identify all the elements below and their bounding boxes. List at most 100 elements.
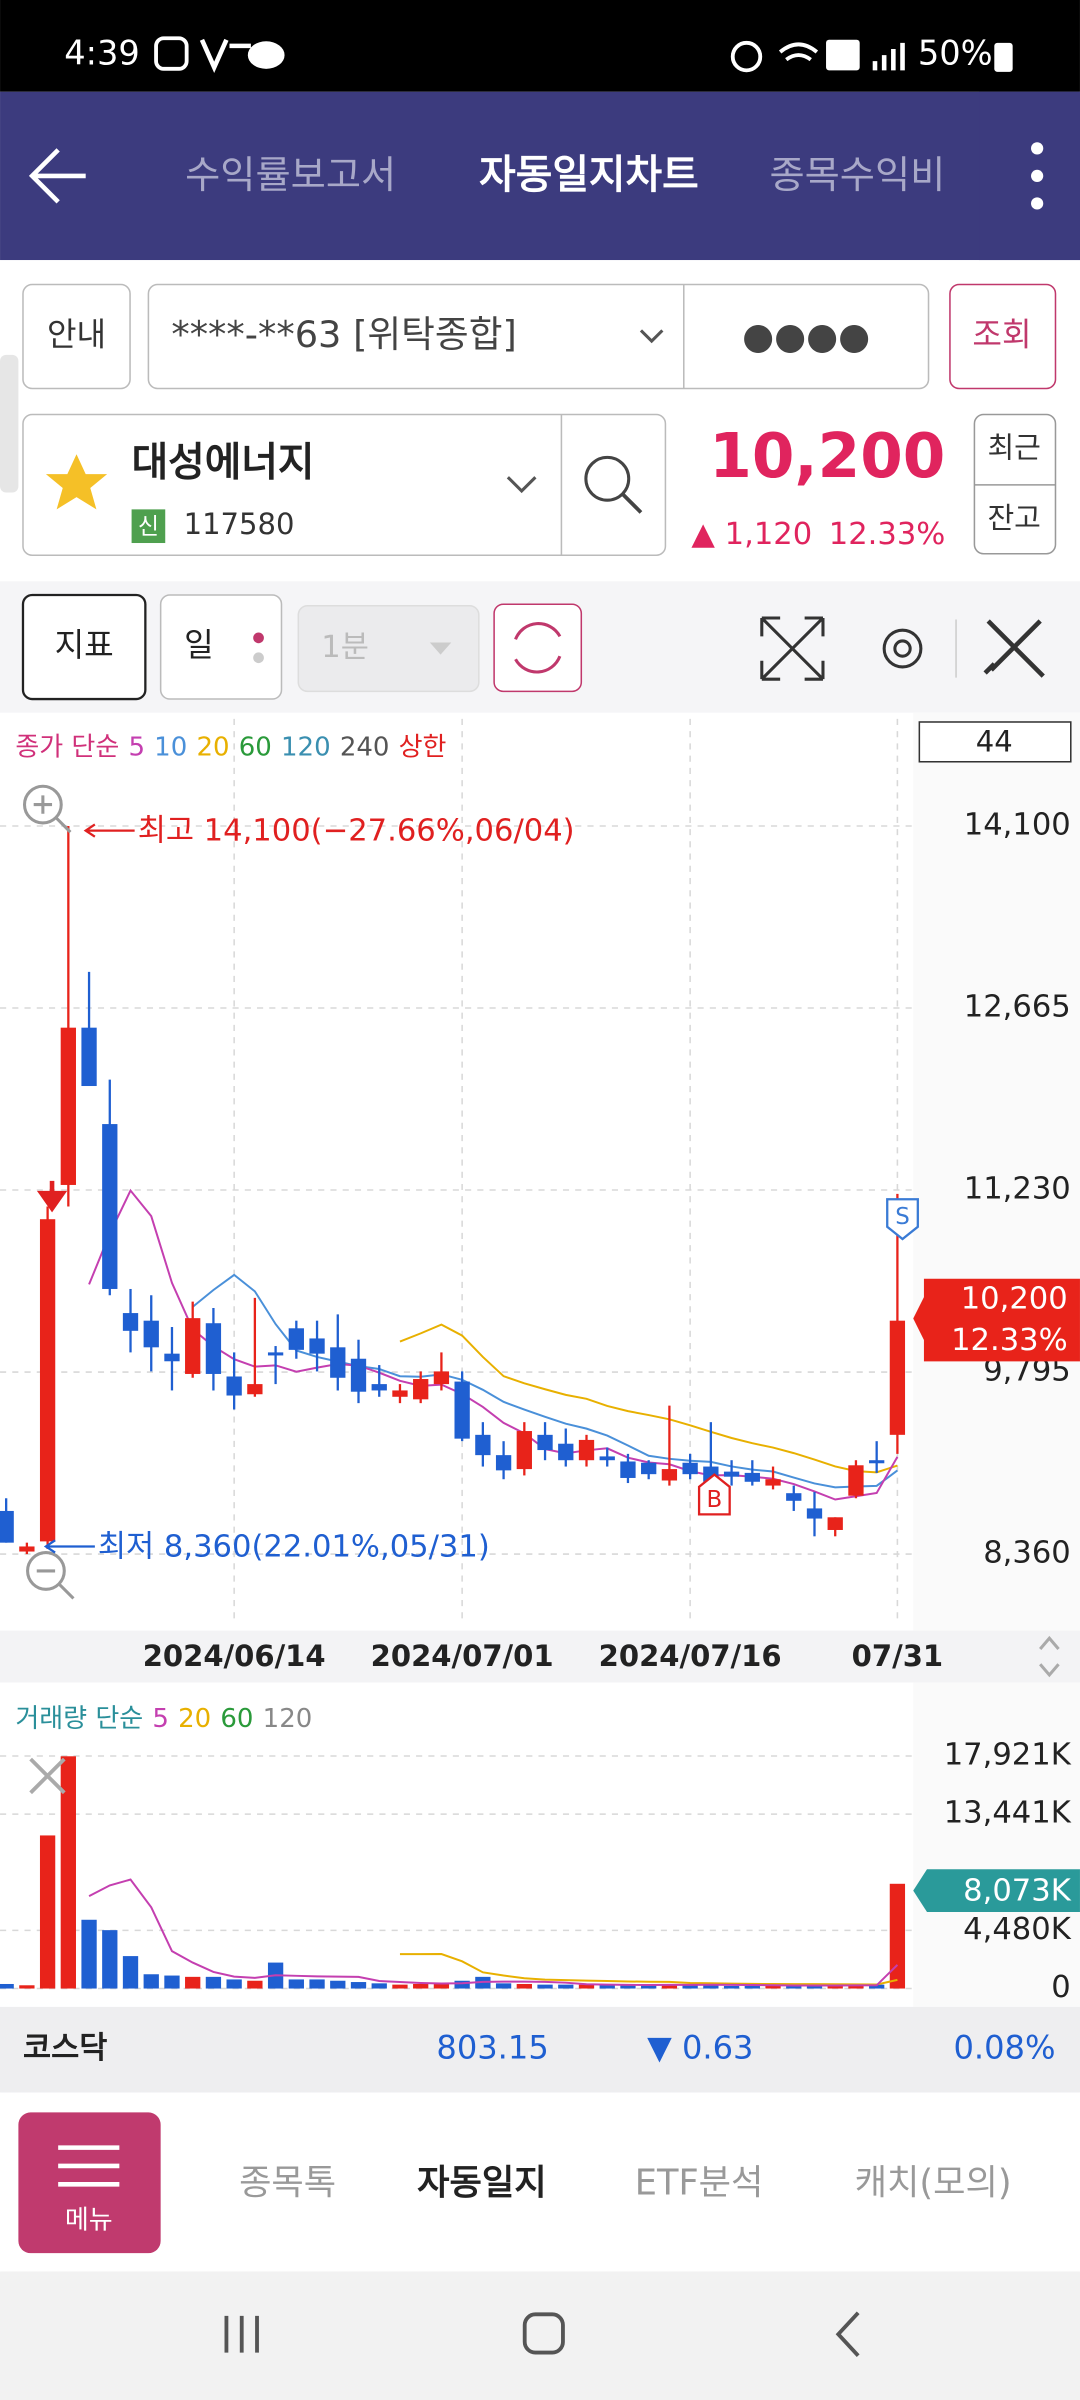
zoom-out[interactable] bbox=[26, 1551, 66, 1591]
legend-item: 상한 bbox=[399, 732, 447, 762]
back-button[interactable] bbox=[28, 148, 86, 204]
candle-body bbox=[39, 1219, 56, 1542]
home-button[interactable] bbox=[522, 2312, 565, 2355]
moving-average bbox=[88, 1188, 899, 1501]
legend-item: 거래량 단순 bbox=[15, 1704, 143, 1734]
account-box[interactable] bbox=[147, 283, 930, 390]
legend-item: 20 bbox=[196, 732, 229, 762]
candle-body bbox=[806, 1508, 823, 1519]
back-nav-button[interactable] bbox=[835, 2311, 860, 2357]
query-button[interactable] bbox=[949, 283, 1057, 390]
candle-body bbox=[226, 1376, 242, 1396]
candle-body bbox=[164, 1353, 180, 1362]
balance-label[interactable]: 잔고 bbox=[987, 501, 1040, 535]
zoom-in[interactable] bbox=[22, 784, 63, 825]
volume-bar bbox=[786, 1985, 802, 1989]
legend-item: 종가 단순 bbox=[15, 732, 119, 762]
indicator-button[interactable] bbox=[21, 593, 147, 701]
signal-icon bbox=[872, 42, 905, 71]
candle-body bbox=[81, 1027, 97, 1087]
password[interactable]: ●●●● bbox=[742, 315, 870, 358]
recents-button[interactable] bbox=[224, 2315, 259, 2353]
candle-body bbox=[309, 1338, 325, 1354]
legend-item: 120 bbox=[281, 732, 331, 762]
volume-bar bbox=[143, 1974, 159, 1989]
settings-icon[interactable] bbox=[882, 628, 923, 669]
volume-bar bbox=[661, 1983, 678, 1989]
legend-item: 5 bbox=[152, 1704, 169, 1734]
tab[interactable]: 종목수익비 bbox=[769, 154, 945, 198]
candle-body bbox=[19, 1546, 35, 1552]
candle-body bbox=[143, 1320, 159, 1348]
legend-item: 240 bbox=[340, 732, 390, 762]
low-annotation: 최저 8,360(22.01%,05/31) bbox=[98, 1529, 490, 1564]
nav-tab[interactable]: 캐치(모의) bbox=[855, 2162, 1012, 2203]
search-icon[interactable] bbox=[584, 455, 631, 502]
buy-marker-label: B bbox=[707, 1487, 723, 1513]
change-rate: 12.33% bbox=[829, 517, 946, 552]
candle-body bbox=[454, 1381, 470, 1439]
nav-tab[interactable]: ETF분석 bbox=[635, 2162, 764, 2203]
y-tick-label: 0 bbox=[1051, 1970, 1070, 2005]
volume-bar bbox=[848, 1985, 864, 1989]
volume-bar bbox=[330, 1980, 346, 1989]
legend-item: 60 bbox=[220, 1704, 253, 1734]
annotation-arrow bbox=[83, 823, 135, 838]
last-price: 10,200 bbox=[961, 1282, 1068, 1317]
tools-icon[interactable] bbox=[983, 619, 1045, 678]
close-volume[interactable] bbox=[29, 1757, 66, 1795]
y-tick-label: 13,441K bbox=[944, 1796, 1072, 1831]
guide-button[interactable] bbox=[22, 283, 131, 390]
volume-tag bbox=[913, 1869, 1080, 1913]
volume-bar bbox=[558, 1984, 574, 1989]
candle-body bbox=[413, 1379, 429, 1400]
chevron bbox=[506, 476, 537, 494]
stock-box[interactable] bbox=[22, 413, 667, 557]
more-button[interactable] bbox=[1031, 142, 1044, 210]
favorite-star[interactable] bbox=[45, 454, 108, 510]
search-icon-handle bbox=[621, 492, 643, 514]
recent-label[interactable]: 최근 bbox=[987, 431, 1040, 465]
y-tick-label: 17,921K bbox=[944, 1738, 1072, 1773]
tab-active[interactable]: 자동일지차트 bbox=[479, 152, 699, 198]
volume-last: 8,073K bbox=[963, 1874, 1072, 1909]
market-change: ▼ 0.63 bbox=[647, 2029, 753, 2067]
candle-body bbox=[620, 1461, 636, 1478]
sell-marker bbox=[886, 1198, 919, 1241]
volume-bar bbox=[350, 1982, 367, 1989]
moving-average bbox=[399, 1953, 898, 1986]
x-tick-label: 07/31 bbox=[852, 1639, 943, 1673]
volume-bar bbox=[0, 1983, 14, 1989]
candle-body bbox=[765, 1479, 781, 1486]
candle-body bbox=[889, 1320, 906, 1435]
volume-bar bbox=[226, 1979, 242, 1989]
nav-tab[interactable]: 종목톡 bbox=[239, 2162, 336, 2203]
period-button[interactable] bbox=[159, 594, 283, 700]
candle-body bbox=[723, 1471, 740, 1477]
buy-marker bbox=[697, 1473, 731, 1516]
fullscreen-icon[interactable] bbox=[760, 616, 825, 681]
refresh-button[interactable] bbox=[493, 603, 583, 693]
candle-body bbox=[578, 1439, 595, 1461]
volume-bar bbox=[185, 1976, 201, 1989]
y-tick-label: 12,665 bbox=[964, 990, 1071, 1025]
last-rate: 12.33% bbox=[951, 1323, 1068, 1358]
resize-handle[interactable] bbox=[1039, 1635, 1060, 1678]
menu-label: 메뉴 bbox=[65, 2206, 113, 2236]
x-tick-label: 2024/06/14 bbox=[143, 1639, 326, 1673]
tab[interactable]: 수익률보고서 bbox=[185, 154, 396, 198]
system-nav bbox=[0, 2271, 1080, 2400]
nav-tab-active[interactable]: 자동일지 bbox=[417, 2162, 546, 2203]
volume-bar bbox=[102, 1930, 118, 1989]
candle-body bbox=[0, 1510, 14, 1543]
guide-label: 안내 bbox=[47, 316, 106, 354]
refresh-icon bbox=[514, 622, 562, 674]
candle-body bbox=[537, 1434, 553, 1451]
legend-item: 20 bbox=[178, 1704, 211, 1734]
chevron bbox=[639, 329, 664, 344]
settings-icon-core bbox=[893, 639, 912, 658]
candle-body bbox=[848, 1465, 864, 1496]
candle-body bbox=[267, 1352, 284, 1356]
candle-body bbox=[371, 1384, 387, 1391]
candle-body bbox=[205, 1323, 222, 1374]
